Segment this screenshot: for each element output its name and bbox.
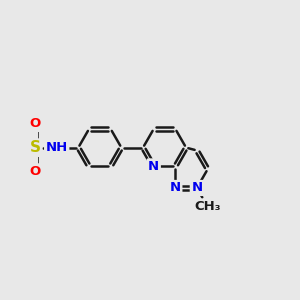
Text: CH₃: CH₃ bbox=[194, 200, 221, 213]
Text: N: N bbox=[170, 182, 181, 194]
Text: N: N bbox=[148, 160, 159, 173]
Text: O: O bbox=[29, 117, 41, 130]
Text: N: N bbox=[191, 182, 203, 194]
Text: S: S bbox=[30, 140, 41, 155]
Text: NH: NH bbox=[46, 141, 68, 154]
Text: O: O bbox=[29, 165, 41, 178]
